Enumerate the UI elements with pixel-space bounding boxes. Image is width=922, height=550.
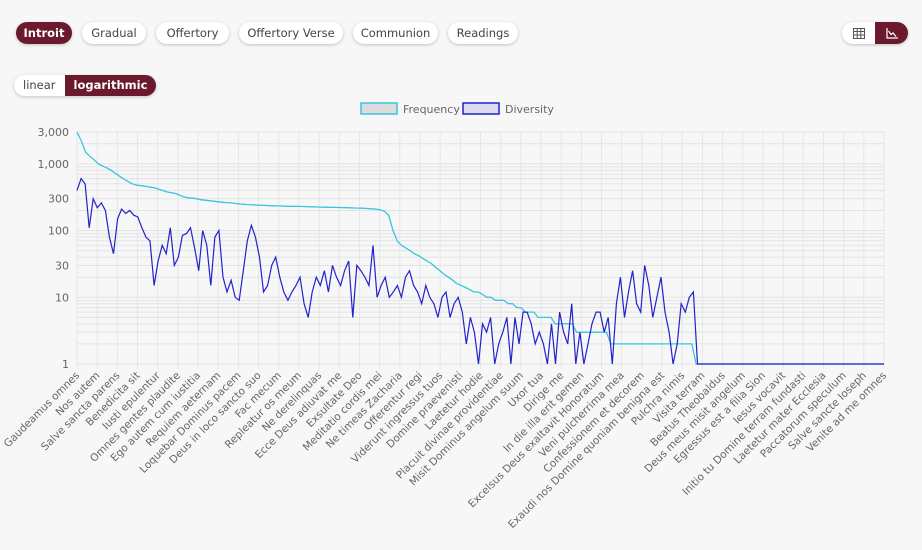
tab-offertory-verse[interactable]: Offertory Verse: [239, 22, 343, 44]
y-tick-label: 100: [48, 225, 69, 238]
tab-gradual[interactable]: Gradual: [82, 22, 146, 44]
view-toggle: [842, 22, 908, 44]
line-chart: Frequency Diversity 1 10 30 100 300 1,000 3,00…: [2, 102, 889, 531]
legend-swatch-frequency[interactable]: [360, 102, 398, 115]
series-line-diversity: [76, 177, 884, 365]
legend-swatch-diversity[interactable]: [462, 102, 500, 115]
y-axis: 1 10 30 100 300 1,000 3,000: [38, 126, 70, 371]
chart-grid: [76, 131, 885, 369]
line-chart-icon: [885, 27, 898, 39]
table-view-button[interactable]: [842, 22, 875, 44]
tab-communion[interactable]: Communion: [353, 22, 438, 44]
chart-view-button[interactable]: [875, 22, 908, 44]
tab-introit[interactable]: Introit: [16, 22, 72, 44]
legend-label-diversity: Diversity: [505, 103, 554, 116]
legend: Frequency Diversity: [360, 102, 554, 116]
table-icon: [852, 27, 865, 39]
y-tick-label: 10: [55, 291, 69, 304]
legend-label-frequency: Frequency: [403, 103, 460, 116]
scale-logarithmic-button[interactable]: logarithmic: [64, 75, 157, 96]
y-tick-label: 30: [55, 259, 69, 272]
y-tick-label: 1,000: [38, 158, 70, 171]
tab-offertory[interactable]: Offertory: [156, 22, 229, 44]
tab-readings[interactable]: Readings: [448, 22, 518, 44]
scale-linear-button[interactable]: linear: [23, 78, 56, 92]
y-tick-label: 1: [62, 358, 69, 371]
y-tick-label: 3,000: [38, 126, 70, 139]
y-tick-label: 300: [48, 193, 69, 206]
scale-toggle: linear logarithmic: [14, 75, 157, 96]
